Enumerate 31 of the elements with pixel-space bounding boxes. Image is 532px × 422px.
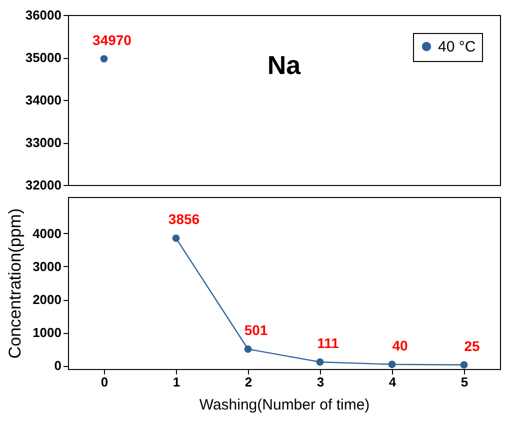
point: [460, 361, 468, 369]
x-tick-label: 4: [388, 374, 397, 390]
y-tick-label: 4000: [32, 226, 62, 241]
x-tick-label: 1: [172, 374, 180, 390]
y-tick-label: 3000: [32, 258, 62, 274]
y-tick-label: 1000: [32, 325, 62, 340]
text: Na: [267, 50, 302, 80]
x-tick-label: 5: [460, 374, 468, 390]
x-tick-label: 0: [100, 374, 108, 390]
y-tick-label: 32000: [25, 178, 62, 192]
y-tick-label: 0: [54, 358, 62, 374]
y-tick-label: 35000: [25, 50, 62, 65]
legend-label: 40 °C: [438, 38, 476, 56]
x-tick-label: 3: [316, 374, 324, 390]
point: [244, 345, 252, 353]
x-tick-label: 2: [244, 374, 252, 390]
data-label: 3856: [168, 211, 200, 228]
data-label: 40: [392, 337, 408, 354]
data-label: 111: [317, 335, 340, 352]
data-label: 501: [244, 322, 268, 338]
y-tick-label: 2000: [32, 292, 62, 308]
y-axis-title: Concentration(ppm): [6, 208, 25, 359]
point: [316, 358, 324, 366]
y-tick-label: 36000: [25, 8, 62, 22]
data-label: 34970: [92, 32, 132, 48]
data-label: 25: [464, 338, 480, 354]
y-tick-label: 33000: [25, 135, 62, 150]
point: [172, 234, 180, 242]
y-tick-label: 34000: [25, 92, 62, 108]
x-axis-title: Washing(Number of time): [199, 396, 370, 414]
point: [388, 360, 396, 368]
